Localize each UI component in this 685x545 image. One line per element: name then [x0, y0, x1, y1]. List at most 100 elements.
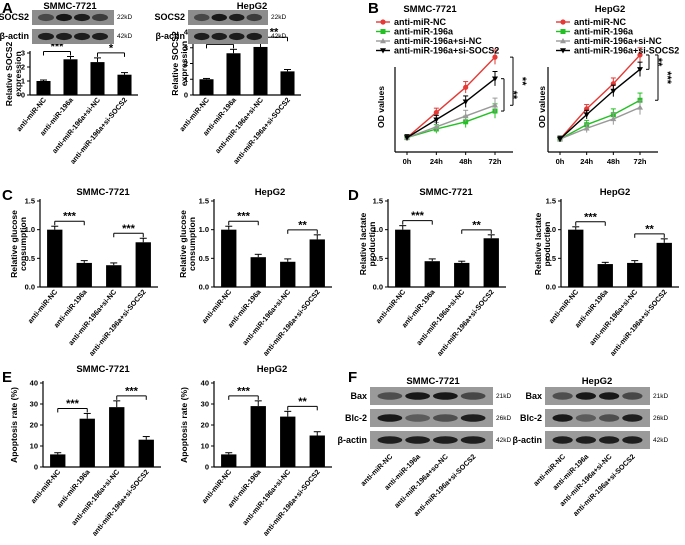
blot-marker: 26kD — [496, 415, 511, 422]
significance-label: *** — [411, 210, 425, 222]
bar — [50, 454, 66, 467]
x-tick-label: 72h — [489, 157, 502, 166]
blot-band — [92, 13, 108, 22]
bar — [424, 261, 440, 287]
y-tick-label: 0.0 — [25, 283, 35, 292]
bar — [90, 62, 105, 95]
y-tick-label: 20 — [30, 421, 38, 430]
bar-chart-D-smmc: SMMC-7721 0.0 0.5 1.0 1.5 Relative lactate pro… — [358, 187, 506, 358]
y-tick-label: 40 — [201, 379, 209, 388]
category-label: anti-miR-196a+si-SOCS2 — [608, 288, 669, 358]
y-tick-label: 1 — [21, 77, 25, 86]
blot-label: SOCS2 — [0, 12, 29, 22]
legend-label: anti-miR-NC — [394, 17, 446, 27]
significance-label: ** — [298, 396, 307, 408]
panel-letter-a: A — [2, 0, 13, 17]
y-tick-label: 0 — [205, 463, 209, 472]
marker-triangle-up — [583, 125, 590, 131]
y-axis-label-line1: Relative SOCS2 — [170, 31, 180, 96]
y-axis-label-line2: consumption — [18, 217, 28, 271]
significance-label: *** — [237, 385, 251, 397]
y-tick-label: 10 — [30, 442, 38, 451]
panel-letter-d: D — [348, 187, 359, 204]
legend-label: anti-miR-196a — [574, 27, 634, 37]
y-tick-label: 10 — [201, 442, 209, 451]
series-line — [406, 104, 496, 139]
y-tick-label: 1.5 — [199, 197, 209, 206]
line-chart-B-smmc: SMMC-7721 OD values 0h 24h 48h 72h anti-miR-NC… — [376, 4, 528, 166]
marker-triangle-down — [404, 135, 410, 141]
blot-marker: 42kD — [653, 437, 668, 444]
marker-triangle-down — [560, 48, 566, 54]
y-tick-label: 4 — [184, 28, 189, 37]
bar — [309, 239, 325, 287]
y-tick-label: 0.5 — [373, 254, 383, 263]
bar — [597, 264, 613, 287]
series-line — [559, 106, 641, 140]
chart-title: HepG2 — [237, 1, 268, 12]
chart-title: HepG2 — [255, 187, 286, 198]
blot-label: β-actin — [513, 435, 543, 445]
significance-label: *** — [122, 223, 136, 235]
y-tick-label: 40 — [30, 379, 38, 388]
legend-label: anti-miR-196a — [394, 27, 454, 37]
y-tick-label: 1.5 — [373, 197, 383, 206]
blot-title: SMMC-7721 — [406, 376, 460, 387]
bar — [63, 59, 78, 95]
bar — [483, 238, 499, 287]
blot-band — [405, 436, 430, 444]
blot-strip — [370, 409, 493, 427]
marker-triangle-down — [610, 88, 617, 94]
y-axis-label: Apoptosis rate (%) — [9, 387, 19, 463]
blot-band — [74, 32, 90, 41]
y-tick-label: 0 — [34, 463, 38, 472]
significance-label: *** — [661, 71, 673, 85]
y-tick-label: 2 — [21, 63, 25, 72]
x-tick-label: 48h — [459, 157, 472, 166]
significance-label: *** — [584, 211, 598, 223]
y-tick-label: 1.0 — [25, 225, 35, 234]
blot-marker: 22kD — [117, 14, 132, 21]
blot-marker: 21kD — [653, 393, 668, 400]
blot-band — [552, 414, 573, 422]
significance-label: *** — [66, 398, 80, 410]
marker-triangle-down — [583, 112, 590, 118]
blot-band — [460, 414, 486, 422]
blot-band — [460, 392, 486, 400]
blot-band — [575, 436, 596, 444]
blot-band — [433, 414, 458, 422]
series-line — [406, 78, 496, 139]
y-axis-label-line2: expression — [13, 51, 23, 96]
series-line — [559, 68, 641, 140]
y-tick-label: 1.5 — [546, 197, 556, 206]
marker-circle — [560, 19, 566, 25]
bar — [280, 416, 296, 467]
bar — [135, 242, 151, 287]
blot-band — [74, 13, 90, 22]
blot-strip — [370, 431, 493, 449]
blot-label: β-actin — [338, 435, 368, 445]
blot-marker: 21kD — [496, 393, 511, 400]
blot-marker: 42kD — [496, 437, 511, 444]
bar — [395, 229, 411, 287]
blot-band — [211, 13, 227, 22]
marker-triangle-down — [557, 136, 563, 143]
blot-marker: 42kD — [117, 33, 132, 40]
significance-label: ** — [270, 27, 279, 39]
y-tick-label: 0.0 — [546, 283, 556, 292]
blot-label: Blc-2 — [520, 413, 542, 423]
marker-triangle-up — [610, 115, 617, 122]
blot-band — [433, 436, 458, 444]
x-tick-label: 48h — [607, 157, 620, 166]
x-tick-label: 72h — [634, 157, 647, 166]
marker-circle — [492, 54, 498, 60]
y-tick-label: 1 — [184, 75, 188, 84]
legend-label: anti-miR-196a+si-NC — [574, 36, 662, 46]
y-tick-label: 1.0 — [199, 225, 209, 234]
bar — [106, 265, 122, 287]
bar — [221, 454, 237, 467]
y-axis-label: OD values — [376, 86, 386, 128]
